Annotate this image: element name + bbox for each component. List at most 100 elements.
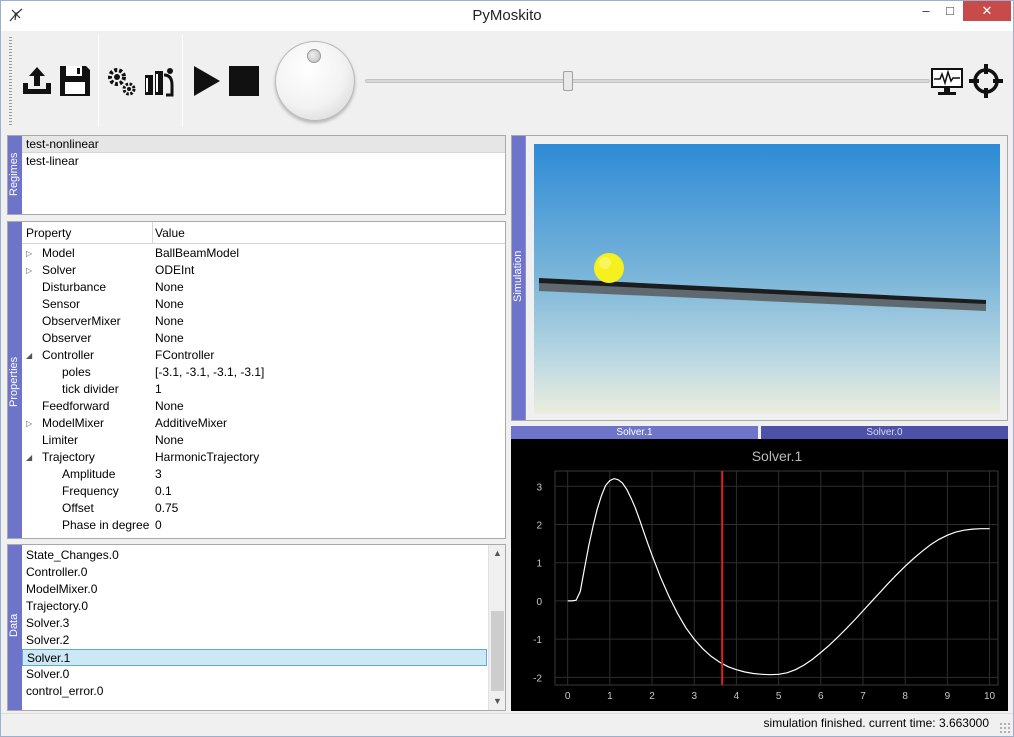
status-text: simulation finished. current time: 3.663… bbox=[763, 716, 989, 730]
load-regimes-button[interactable] bbox=[19, 63, 55, 99]
resize-grip[interactable] bbox=[999, 722, 1011, 734]
property-row[interactable]: Frequency 0.1 bbox=[22, 483, 505, 500]
property-column-header[interactable]: Property bbox=[26, 226, 72, 240]
property-row[interactable]: Phase in degree 0 bbox=[22, 517, 505, 534]
property-value[interactable]: None bbox=[155, 314, 184, 328]
x-tick-label: 4 bbox=[734, 691, 740, 702]
property-value[interactable]: None bbox=[155, 433, 184, 447]
scroll-thumb[interactable] bbox=[491, 611, 504, 691]
postprocessing-button[interactable] bbox=[929, 63, 965, 99]
property-row[interactable]: Limiter None bbox=[22, 432, 505, 449]
collapsed-arrow-icon[interactable]: ▷ bbox=[26, 419, 33, 428]
data-item[interactable]: State_Changes.0 bbox=[26, 548, 119, 562]
scroll-down-icon[interactable]: ▼ bbox=[493, 696, 502, 706]
simulation-dock-tab[interactable]: Simulation bbox=[512, 136, 526, 420]
regime-item[interactable]: test-linear bbox=[26, 154, 79, 168]
speed-dial[interactable] bbox=[275, 41, 355, 121]
property-name: Disturbance bbox=[42, 280, 107, 294]
simulation-3d-view[interactable] bbox=[534, 144, 1000, 414]
playback-slider-track[interactable] bbox=[365, 79, 930, 83]
data-item[interactable]: Solver.0 bbox=[26, 667, 70, 681]
property-value[interactable]: 0.1 bbox=[155, 484, 172, 498]
simulation-settings-button[interactable] bbox=[142, 63, 178, 99]
property-value[interactable]: None bbox=[155, 399, 184, 413]
property-value[interactable]: None bbox=[155, 280, 184, 294]
column-divider[interactable] bbox=[152, 222, 153, 244]
property-row[interactable]: tick divider 1 bbox=[22, 381, 505, 398]
y-tick-label: 2 bbox=[536, 521, 542, 532]
close-button[interactable]: ✕ bbox=[963, 1, 1011, 21]
collapsed-arrow-icon[interactable]: ▷ bbox=[26, 266, 33, 275]
data-scrollbar[interactable]: ▲ ▼ bbox=[488, 545, 505, 710]
regimes-dock-tab[interactable]: Regimes bbox=[8, 136, 22, 214]
playback-slider-handle[interactable] bbox=[563, 71, 574, 91]
regime-item[interactable]: test-nonlinear bbox=[22, 136, 505, 153]
value-column-header[interactable]: Value bbox=[155, 226, 185, 240]
property-row[interactable]: Disturbance None bbox=[22, 279, 505, 296]
property-row[interactable]: ▷ Model BallBeamModel bbox=[22, 245, 505, 262]
property-value[interactable]: 3 bbox=[155, 467, 162, 481]
property-value[interactable]: 1 bbox=[155, 382, 162, 396]
property-row[interactable]: Feedforward None bbox=[22, 398, 505, 415]
x-tick-label: 0 bbox=[565, 691, 571, 702]
data-item[interactable]: Solver.2 bbox=[26, 633, 70, 647]
save-icon bbox=[60, 66, 90, 96]
property-row[interactable]: Sensor None bbox=[22, 296, 505, 313]
x-tick-label: 7 bbox=[860, 691, 866, 702]
property-value[interactable]: ODEInt bbox=[155, 263, 195, 277]
expanded-arrow-icon[interactable]: ◢ bbox=[26, 453, 33, 462]
property-row[interactable]: ▷ Solver ODEInt bbox=[22, 262, 505, 279]
property-value[interactable]: [-3.1, -3.1, -3.1, -3.1] bbox=[155, 365, 265, 379]
y-tick-label: 1 bbox=[536, 559, 542, 570]
beam-top bbox=[539, 278, 986, 304]
scroll-up-icon[interactable]: ▲ bbox=[493, 548, 502, 558]
property-row[interactable]: Offset 0.75 bbox=[22, 500, 505, 517]
property-row[interactable]: Amplitude 3 bbox=[22, 466, 505, 483]
data-item[interactable]: Solver.1 bbox=[22, 649, 487, 666]
property-row[interactable]: ◢ Trajectory HarmonicTrajectory bbox=[22, 449, 505, 466]
property-row[interactable]: ObserverMixer None bbox=[22, 313, 505, 330]
reset-camera-button[interactable] bbox=[968, 63, 1004, 99]
settings-icon bbox=[108, 68, 136, 96]
data-item[interactable]: control_error.0 bbox=[26, 684, 104, 698]
property-name: Amplitude bbox=[62, 467, 116, 481]
plot-tab-solver-0[interactable]: Solver.0 bbox=[761, 426, 1008, 439]
maximize-button[interactable]: □ bbox=[946, 3, 954, 18]
property-name: Offset bbox=[62, 501, 94, 515]
property-row[interactable]: ▷ ModelMixer AdditiveMixer bbox=[22, 415, 505, 432]
data-item[interactable]: ModelMixer.0 bbox=[26, 582, 98, 596]
status-bar: simulation finished. current time: 3.663… bbox=[1, 713, 1013, 736]
data-dock-tab[interactable]: Data bbox=[8, 545, 22, 710]
expanded-arrow-icon[interactable]: ◢ bbox=[26, 351, 33, 360]
save-button[interactable] bbox=[57, 63, 93, 99]
property-value[interactable]: AdditiveMixer bbox=[155, 416, 228, 430]
property-value[interactable]: HarmonicTrajectory bbox=[155, 450, 260, 464]
data-item[interactable]: Solver.3 bbox=[26, 616, 70, 630]
property-row[interactable]: ◢ Controller FController bbox=[22, 347, 505, 364]
plot-area[interactable]: Solver.1 0 1 2 3 4 5 6 7 8 9 10 -2 -1 0 1 2 3 bbox=[511, 439, 1008, 711]
regimes-list: test-nonlinear test-linear bbox=[22, 136, 505, 214]
data-label: Data bbox=[8, 613, 20, 637]
settings-button[interactable] bbox=[104, 63, 140, 99]
property-value[interactable]: None bbox=[155, 297, 184, 311]
property-value[interactable]: BallBeamModel bbox=[155, 246, 240, 260]
minimize-button[interactable]: – bbox=[922, 3, 930, 18]
plot-tab-solver-1[interactable]: Solver.1 bbox=[511, 426, 758, 439]
property-value[interactable]: FController bbox=[155, 348, 215, 362]
property-row[interactable]: Observer None bbox=[22, 330, 505, 347]
properties-dock-tab[interactable]: Properties bbox=[8, 222, 22, 538]
data-item[interactable]: Controller.0 bbox=[26, 565, 88, 579]
x-tick-label: 9 bbox=[945, 691, 951, 702]
collapsed-arrow-icon[interactable]: ▷ bbox=[26, 249, 33, 258]
property-row[interactable]: poles [-3.1, -3.1, -3.1, -3.1] bbox=[22, 364, 505, 381]
stop-button[interactable] bbox=[226, 63, 262, 99]
property-value[interactable]: 0.75 bbox=[155, 501, 179, 515]
property-name: poles bbox=[62, 365, 91, 379]
property-value[interactable]: None bbox=[155, 331, 184, 345]
toolbar-grip[interactable] bbox=[9, 37, 12, 125]
play-button[interactable] bbox=[188, 63, 224, 99]
target-icon bbox=[969, 64, 1003, 98]
property-value[interactable]: 0 bbox=[155, 518, 162, 532]
data-item[interactable]: Trajectory.0 bbox=[26, 599, 89, 613]
